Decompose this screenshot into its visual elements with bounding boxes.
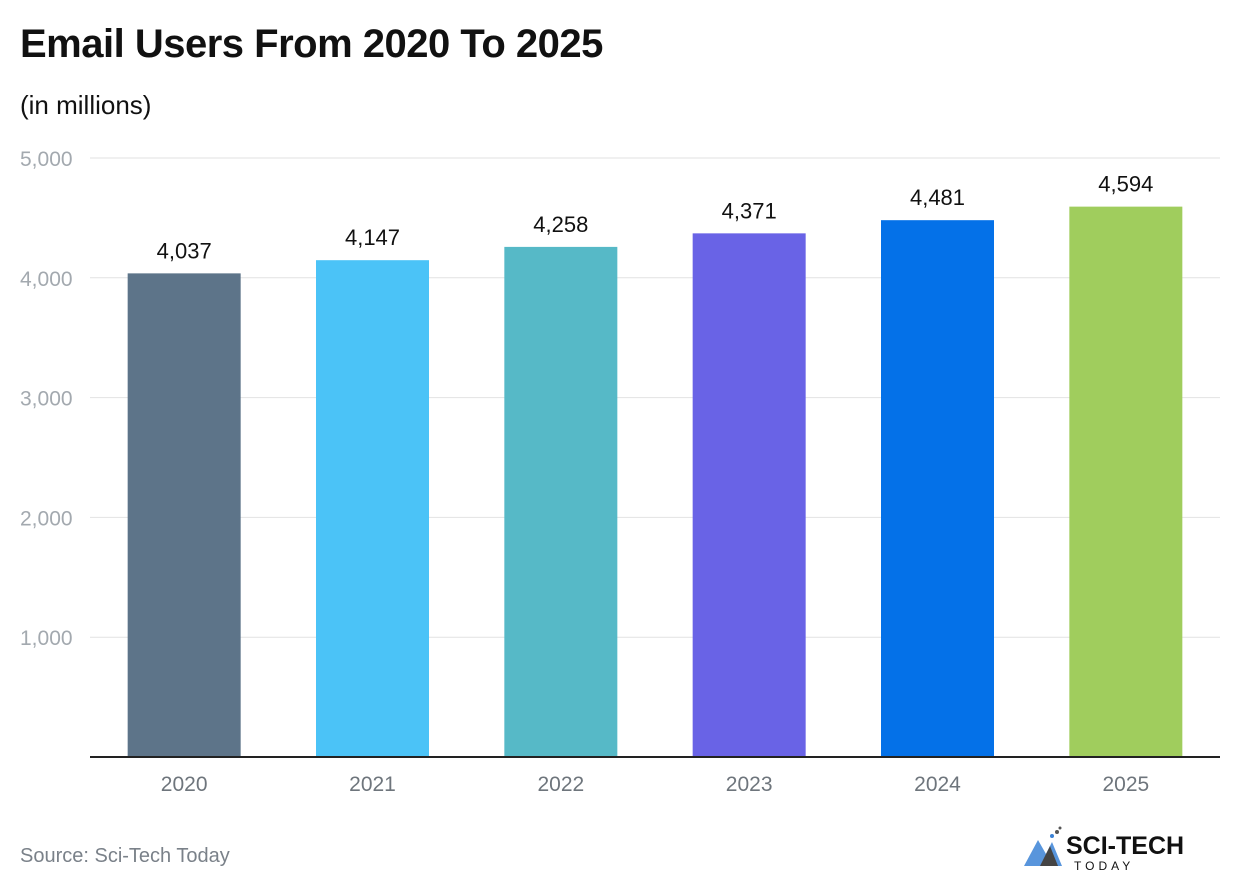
bar-2022 (504, 246, 618, 757)
svg-text:TODAY: TODAY (1074, 859, 1134, 872)
y-tick-label: 2,000 (20, 507, 73, 530)
source-note: Source: Sci-Tech Today (20, 845, 230, 867)
data-label: 4,147 (345, 225, 400, 250)
data-label: 4,371 (722, 198, 777, 223)
data-label: 4,258 (533, 212, 588, 237)
y-tick-label: 4,000 (20, 268, 73, 291)
x-tick-label: 2024 (914, 773, 961, 796)
y-tick-label: 5,000 (20, 148, 73, 171)
data-label: 4,594 (1098, 172, 1153, 197)
x-tick-label: 2022 (537, 773, 584, 796)
chart-subtitle: (in millions) (20, 90, 152, 120)
bar-2025 (1069, 206, 1183, 757)
chart-title: Email Users From 2020 To 2025 (20, 22, 603, 66)
bar-2024 (881, 220, 994, 757)
bar-2021 (316, 260, 429, 757)
x-tick-label: 2020 (161, 773, 208, 796)
y-tick-label: 3,000 (20, 388, 73, 411)
data-label: 4,037 (157, 238, 212, 263)
sci-tech-today-logo: SCI-TECH TODAY (1024, 826, 1184, 872)
y-tick-label: 1,000 (20, 627, 73, 650)
bar-2023 (692, 233, 806, 758)
data-label: 4,481 (910, 185, 965, 210)
svg-text:SCI-TECH: SCI-TECH (1066, 832, 1184, 860)
x-tick-label: 2025 (1102, 773, 1149, 796)
x-tick-label: 2023 (726, 773, 773, 796)
bar-2020 (127, 273, 241, 757)
x-tick-label: 2021 (349, 773, 396, 796)
